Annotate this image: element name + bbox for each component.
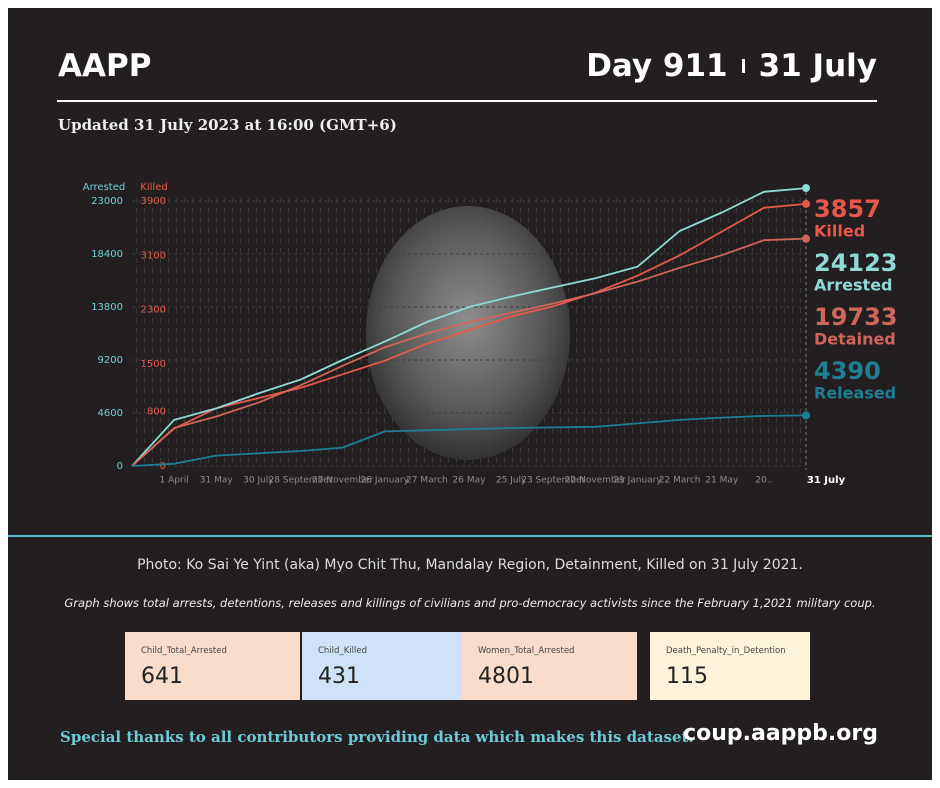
y2-tick-label: 2300 [141,305,166,316]
day-line: Day 911 31 July [586,48,877,84]
card-label: Women_Total_Arrested [478,646,575,656]
card-value: 641 [141,664,183,689]
photo [366,206,570,460]
y-tick-label: 23000 [91,196,123,207]
x-tick-label: 23 September [521,476,585,486]
series-line [131,187,807,467]
y-tick-label: 9200 [98,355,123,366]
end-value: 3857 [814,195,881,223]
card-value: 4801 [478,664,534,689]
end-dot [802,234,810,243]
series-line [131,203,807,467]
end-value: 4390 [814,357,881,385]
end-name: Arrested [814,276,893,295]
x-tick-label: 21 January [613,476,662,486]
card: Women_Total_Arrested 4801 [462,632,637,700]
x-tick-label: 27 March [406,476,448,486]
card: Child_Killed 431 [302,632,462,700]
end-dot [802,184,810,193]
end-name: Detained [814,330,896,349]
title: AAPP [58,48,152,84]
x-tick-label: 26 May [453,476,487,486]
end-dot [802,199,810,208]
y2-tick-label: 800 [147,407,166,418]
note: Graph shows total arrests, detentions, r… [64,596,876,610]
card-label: Death_Penalty_in_Detention [666,646,786,656]
x-tick-label: 27 November [312,476,373,486]
series-line [131,414,807,467]
y-tick-label: 13800 [91,302,123,313]
x-tick-label: 22 November [565,476,626,486]
x-tick-label: 31 July [807,475,846,486]
end-name: Killed [814,222,865,241]
card: Death_Penalty_in_Detention 115 [650,632,810,700]
y-tick-label: 0 [117,461,123,472]
card-value: 431 [318,664,360,689]
card-value: 115 [666,664,708,689]
x-tick-label: 26 January [361,476,410,486]
caption: Photo: Ko Sai Ye Yint (aka) Myo Chit Thu… [137,557,803,573]
y2-tick-label: 1500 [141,359,166,370]
x-tick-label: 25 July [496,476,527,486]
x-tick-label: 30 July [243,476,274,486]
divider [8,535,932,537]
card-label: Child_Killed [318,646,367,656]
y-tick-label: 18400 [91,249,123,260]
x-tick-label: 21 May [705,476,739,486]
y2-tick-label: 3100 [141,250,166,261]
x-tick-label: 28 September [268,476,332,486]
day: Day 911 [586,48,728,84]
end-dot [802,411,810,420]
y-axis-title: Arrested [83,182,125,193]
x-tick-label: 22 March [659,476,701,486]
rule [57,100,877,102]
y2-tick-label: 3900 [141,196,166,207]
updated: Updated 31 July 2023 at 16:00 (GMT+6) [58,116,397,134]
x-tick-label: 1 April [160,476,189,486]
date: 31 July [758,48,877,84]
url: coup.aappb.org [683,721,878,746]
card: Child_Total_Arrested 641 [125,632,300,700]
end-name: Released [814,384,896,403]
frame: AAPP Day 911 31 July Updated 31 July 202… [8,8,932,780]
end-value: 24123 [814,249,898,277]
y-tick-label: 4600 [98,408,123,419]
card-label: Child_Total_Arrested [141,646,227,656]
series-line [131,237,807,467]
separator [741,59,745,73]
x-tick-label: 31 May [200,476,234,486]
x-tick-label: 20.. [755,476,772,486]
thanks: Special thanks to all contributors provi… [60,728,694,746]
y2-axis-title: Killed [140,182,167,193]
end-value: 19733 [814,303,898,331]
y2-tick-label: 0 [160,461,166,472]
chart: Arrested Killed 0 4600 9200 13800 18400 23000 0 8… [83,182,898,486]
